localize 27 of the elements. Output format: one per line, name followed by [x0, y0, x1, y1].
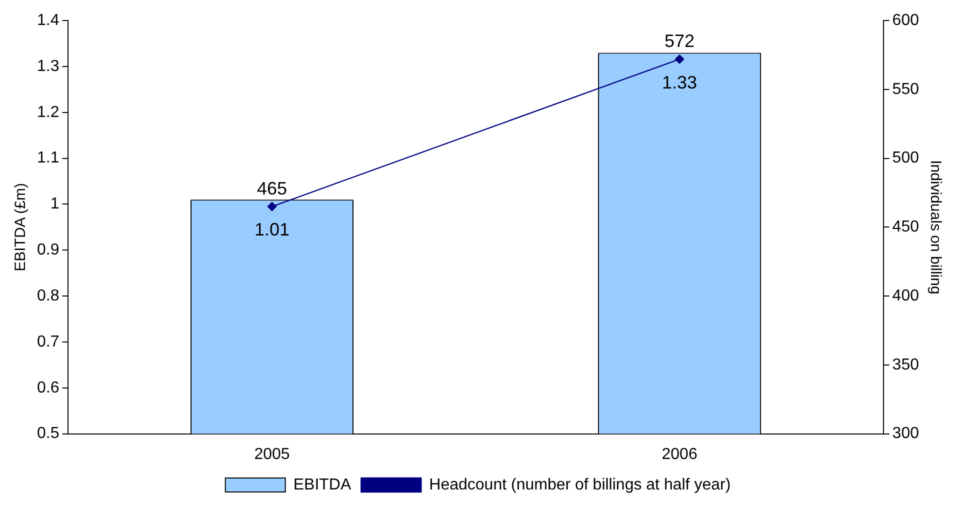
y2-tick-label: 500 [892, 150, 920, 167]
y2-tick-label: 300 [892, 425, 920, 442]
legend-label: Headcount (number of billings at half year) [429, 476, 731, 494]
y-tick-label: 0.8 [36, 287, 60, 304]
data-label: 1.01 [254, 220, 290, 240]
x-tick-label: 2005 [254, 446, 290, 463]
y-tick-label: 1.4 [36, 12, 60, 30]
y2-tick-label: 550 [892, 80, 920, 98]
legend-label: EBITDA [293, 476, 352, 494]
y2-tick-label: 400 [892, 287, 920, 304]
y-tick-label: 1 [50, 196, 60, 213]
x-tick-label: 2006 [662, 446, 698, 463]
y-tick-label: 1.3 [36, 58, 60, 75]
y-tick-label: 0.9 [36, 242, 60, 259]
y-tick-label: 0.7 [36, 333, 60, 350]
y-tick-label: 0.6 [36, 379, 60, 396]
data-label: 1.33 [662, 72, 698, 93]
y-tick-label: 1.1 [36, 150, 60, 167]
y-tick-label: 1.2 [36, 104, 60, 121]
data-label: 465 [256, 178, 288, 199]
y2-tick-label: 450 [892, 218, 920, 236]
data-label: 572 [664, 31, 695, 52]
y-axis-title: EBITDA (£m) [12, 183, 30, 272]
y2-axis-title: Individuals on billing [926, 160, 944, 294]
y2-tick-label: 350 [892, 356, 920, 374]
y2-tick-label: 600 [892, 12, 920, 30]
y-tick-label: 0.5 [36, 425, 60, 442]
